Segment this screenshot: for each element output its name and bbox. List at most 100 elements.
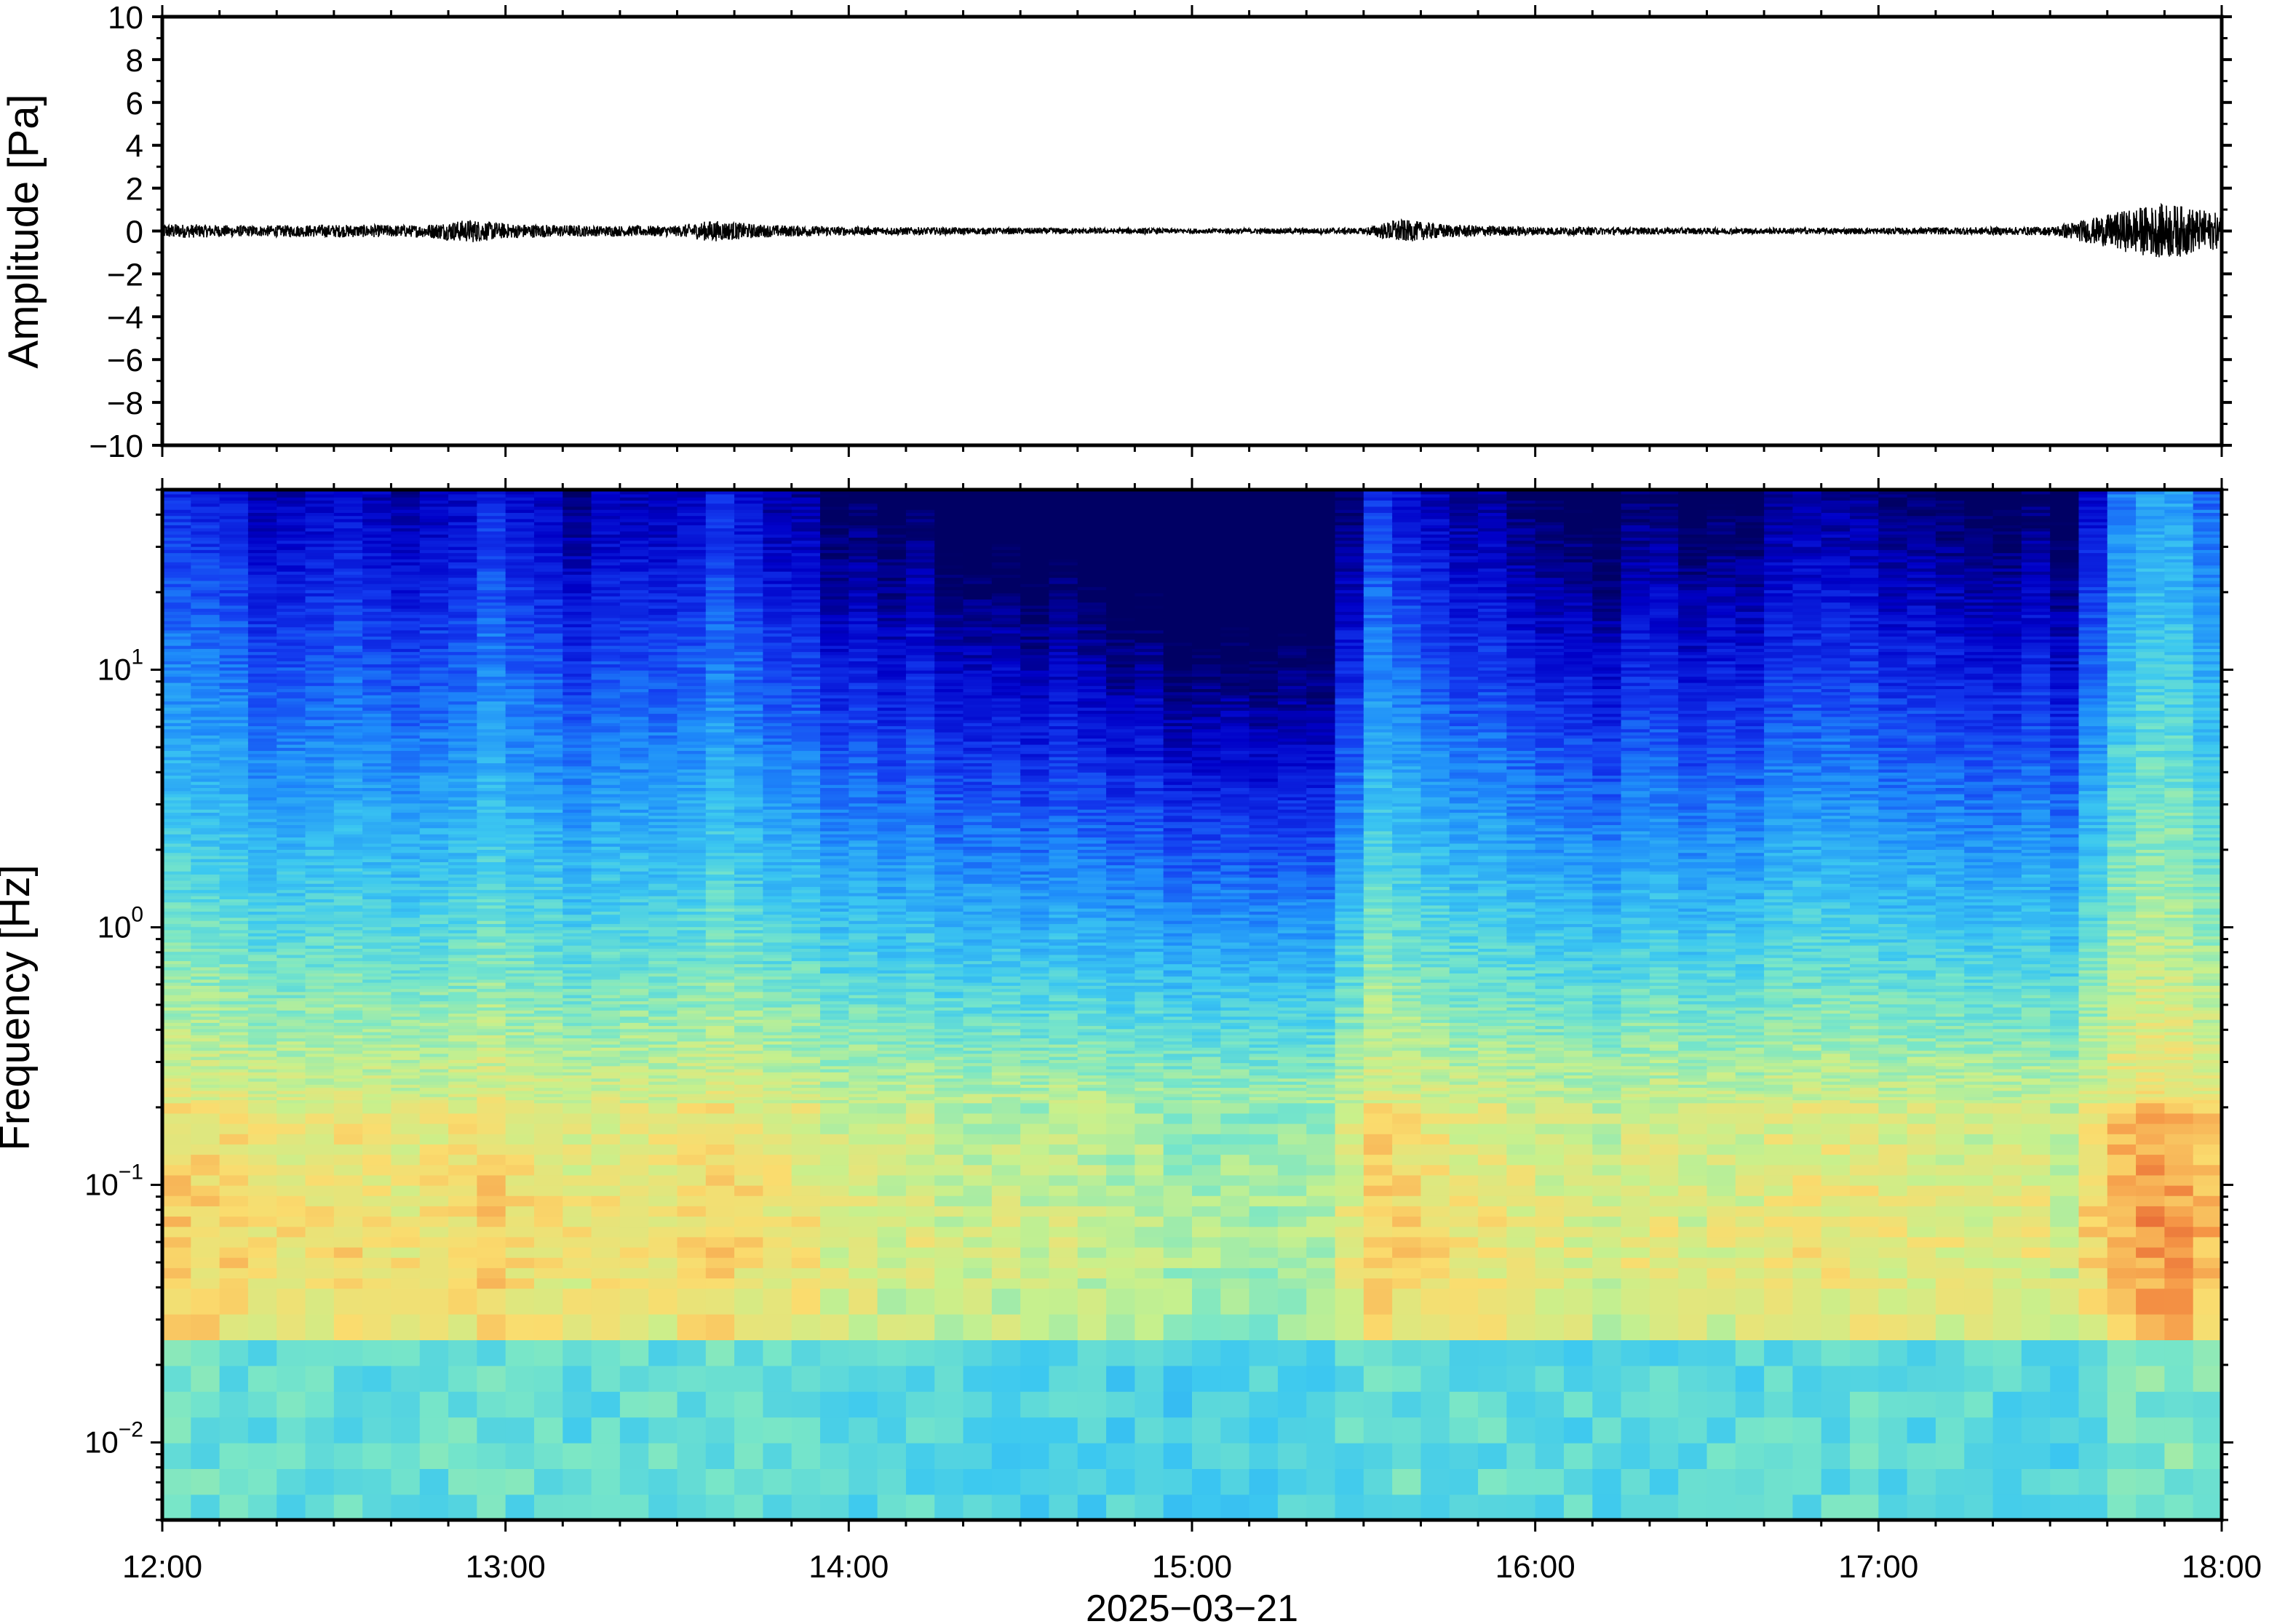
spectrogram-cell [305, 620, 335, 624]
spectrogram-cell [277, 1028, 306, 1032]
spectrogram-cell [277, 1093, 306, 1097]
spectrogram-cell [305, 723, 335, 727]
spectrogram-cell [362, 537, 392, 541]
spectrogram-cell [191, 632, 220, 637]
spectrogram-cell [505, 883, 535, 887]
spectrogram-cell [477, 808, 506, 813]
spectrogram-cell [505, 1075, 535, 1079]
spectrogram-cell [191, 932, 220, 936]
spectrogram-cell [648, 765, 678, 770]
spectrogram-cell [619, 549, 649, 554]
spectrogram-cell [333, 605, 363, 609]
spectrogram-cell [505, 624, 535, 628]
spectrogram-cell [533, 1013, 564, 1017]
spectrogram-cell [219, 1099, 249, 1104]
spectrogram-cell [362, 565, 392, 569]
spectrogram-cell [648, 756, 678, 760]
spectrogram-cell [648, 725, 678, 730]
spectrogram-cell [477, 1028, 506, 1032]
spectrogram-cell [362, 744, 392, 748]
spectrogram-cell [619, 796, 649, 801]
spectrogram-cell [763, 1278, 792, 1289]
spectrogram-cell [448, 833, 478, 837]
spectrogram-cell [419, 985, 449, 990]
spectrogram-cell [705, 750, 735, 755]
spectrogram-cell [591, 580, 621, 584]
spectrogram-cell [505, 1257, 535, 1268]
spectrogram-cell [247, 982, 278, 986]
spectrogram-cell [362, 771, 392, 776]
spectrogram-cell [763, 1006, 792, 1011]
spectrogram-cell [305, 657, 335, 661]
spectrogram-cell [763, 837, 792, 841]
spectrogram-cell [191, 1000, 220, 1005]
spectrogram-cell [563, 493, 592, 498]
spectrogram-cell [219, 973, 249, 977]
spectrogram-cell [705, 1494, 735, 1520]
spectrogram-cell [277, 808, 306, 813]
spectrogram-cell [505, 676, 535, 680]
spectrogram-cell [705, 698, 735, 702]
spectrogram-cell [448, 1084, 478, 1088]
spectrogram-cell [448, 951, 478, 955]
spectrogram-cell [391, 645, 421, 649]
spectrogram-cell [705, 1068, 735, 1072]
spectrogram-cell [362, 642, 392, 646]
spectrogram-cell [763, 1340, 792, 1366]
spectrogram-cell [419, 580, 449, 584]
spectrogram-cell [247, 840, 278, 844]
spectrogram-cell [362, 768, 392, 773]
spectrogram-cell [477, 719, 506, 723]
spectrogram-cell [705, 496, 735, 501]
spectrogram-cell [219, 704, 249, 708]
spectrogram-cell [677, 509, 707, 513]
spectrogram-cell [362, 741, 392, 745]
spectrogram-cell [277, 765, 306, 770]
spectrogram-cell [619, 605, 649, 609]
spectrogram-cell [191, 706, 220, 711]
spectrogram-cell [305, 1028, 335, 1032]
spectrogram-cell [591, 861, 621, 866]
spectrogram-cell [277, 496, 306, 501]
spectrogram-cell [763, 1096, 792, 1101]
spectrogram-cell [505, 562, 535, 566]
spectrogram-cell [219, 1080, 249, 1085]
spectrogram-cell [505, 973, 535, 977]
spectrogram-cell [505, 957, 535, 961]
spectrogram-cell [705, 731, 735, 736]
spectrogram-cell [619, 528, 649, 532]
spectrogram-cell [648, 1010, 678, 1014]
spectrogram-cell [734, 632, 764, 637]
spectrogram-cell [533, 599, 564, 603]
spectrogram-cell [734, 620, 764, 624]
spectrogram-cell [477, 701, 506, 705]
spectrogram-cell [277, 1078, 306, 1082]
spectrogram-cell [505, 549, 535, 554]
spectrogram-cell [419, 723, 449, 727]
spectrogram-cell [533, 741, 564, 745]
spectrogram-cell [247, 1226, 278, 1238]
spectrogram-cell [333, 793, 363, 797]
spectrogram-cell [505, 926, 535, 931]
spectrogram-cell [591, 540, 621, 544]
spectrogram-cell [191, 805, 220, 810]
spectrogram-cell [734, 1174, 764, 1186]
spectrogram-cell [619, 611, 649, 616]
spectrogram-cell [505, 713, 535, 717]
spectrogram-cell [162, 496, 192, 501]
spectrogram-cell [619, 874, 649, 878]
spectrogram-cell [763, 948, 792, 952]
spectrogram-cell [448, 682, 478, 686]
spectrogram-cell [648, 574, 678, 578]
spectrogram-cell [391, 942, 421, 946]
spectrogram-cell [734, 1102, 764, 1114]
spectrogram-cell [563, 765, 592, 770]
spectrogram-cell [191, 562, 220, 566]
spectrogram-cell [648, 626, 678, 631]
spectrogram-cell [162, 1185, 192, 1196]
spectrogram-cell [362, 515, 392, 520]
spectrogram-cell [734, 994, 764, 998]
spectrogram-cell [477, 568, 506, 572]
spectrogram-cell [591, 1006, 621, 1011]
spectrogram-cell [591, 957, 621, 961]
